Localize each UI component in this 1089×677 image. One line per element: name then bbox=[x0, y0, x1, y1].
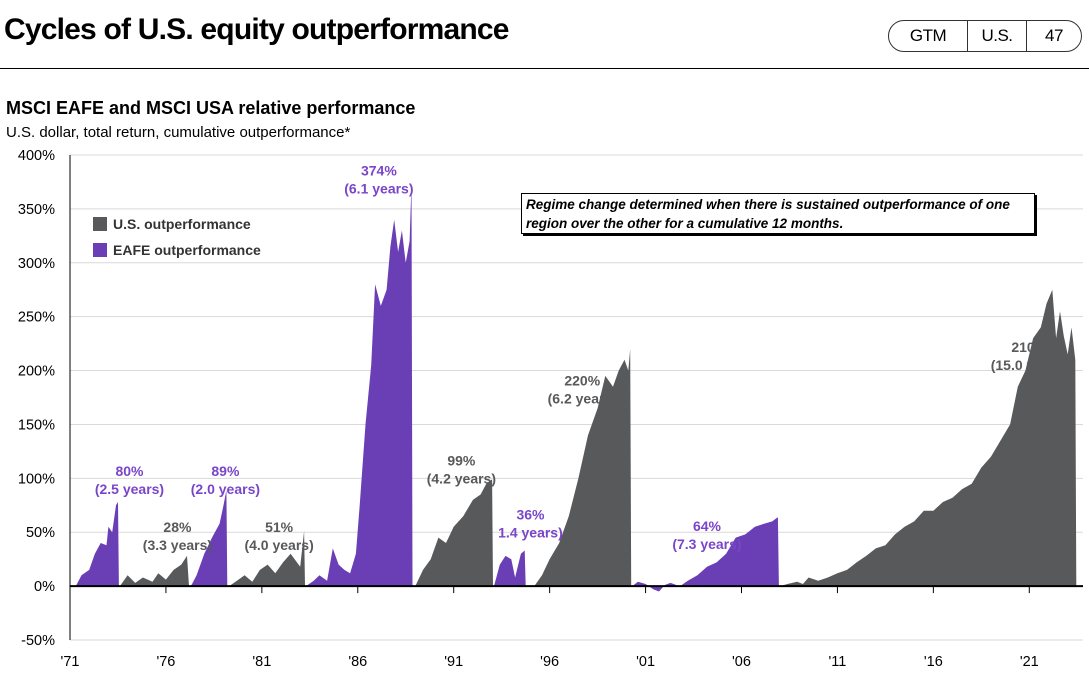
annotation-duration: (6.2 years) bbox=[548, 391, 617, 407]
us-legend-label: U.S. outperformance bbox=[113, 216, 251, 232]
y-tick-label: 50% bbox=[26, 525, 55, 541]
annotation-value: 28% bbox=[163, 519, 192, 535]
annotation-duration: (4.2 years) bbox=[427, 470, 496, 486]
page-title: Cycles of U.S. equity outperformance bbox=[4, 13, 509, 46]
x-tick-label: '86 bbox=[348, 654, 367, 670]
y-tick-label: 250% bbox=[18, 310, 55, 326]
eafe-outperformance-area bbox=[190, 490, 228, 587]
regime-note: Regime change determined when there is s… bbox=[521, 193, 1035, 234]
annotation-value: 220% bbox=[564, 373, 600, 389]
annotation-value: 51% bbox=[265, 519, 294, 535]
y-tick-label: 400% bbox=[18, 148, 55, 164]
us-outperformance-area bbox=[229, 531, 305, 587]
chart-subtitle: U.S. dollar, total return, cumulative ou… bbox=[6, 124, 351, 141]
chart-title: MSCI EAFE and MSCI USA relative performa… bbox=[6, 98, 416, 118]
badge-region: U.S. bbox=[968, 21, 1027, 51]
x-tick-label: '01 bbox=[636, 654, 655, 670]
gtm-page-badge: GTM U.S. 47 bbox=[888, 20, 1082, 52]
y-tick-label: 350% bbox=[18, 202, 55, 218]
x-tick-label: '76 bbox=[156, 654, 175, 670]
y-tick-label: 100% bbox=[18, 471, 55, 487]
eafe-legend-label: EAFE outperformance bbox=[113, 242, 261, 258]
x-tick-label: '21 bbox=[1020, 654, 1039, 670]
y-tick-label: 0% bbox=[34, 579, 55, 595]
x-tick-label: '16 bbox=[924, 654, 943, 670]
y-tick-label: 300% bbox=[18, 256, 55, 272]
annotation-duration: (4.0 years) bbox=[244, 537, 313, 553]
annotation-duration: (2.5 years) bbox=[95, 481, 164, 497]
annotation-value: 80% bbox=[115, 463, 144, 479]
us-outperformance-area bbox=[534, 349, 632, 587]
eafe-outperformance-area bbox=[306, 183, 413, 587]
us-legend-swatch bbox=[93, 217, 107, 231]
annotation-value: 36% bbox=[516, 506, 545, 522]
annotation-duration: (2.0 years) bbox=[191, 481, 260, 497]
x-tick-label: '11 bbox=[829, 654, 847, 670]
annotation-value: 374% bbox=[361, 162, 397, 178]
eafe-outperformance-area bbox=[680, 517, 779, 587]
title-divider bbox=[0, 68, 1089, 69]
annotation-duration: (6.1 years) bbox=[344, 180, 413, 196]
y-tick-label: 150% bbox=[18, 417, 55, 433]
annotation-value: 64% bbox=[693, 518, 722, 534]
x-tick-label: '06 bbox=[732, 654, 751, 670]
annotation-value: 210% bbox=[1011, 339, 1047, 355]
x-tick-label: '91 bbox=[444, 654, 463, 670]
us-outperformance-area bbox=[415, 479, 493, 587]
y-tick-label: 200% bbox=[18, 364, 55, 380]
annotation-value: 99% bbox=[447, 452, 476, 468]
eafe-outperformance-area bbox=[75, 502, 119, 587]
annotation-value: 89% bbox=[211, 463, 240, 479]
x-tick-label: '96 bbox=[540, 654, 559, 670]
us-outperformance-area bbox=[119, 555, 189, 587]
annotation-duration: (7.3 years) bbox=[672, 536, 741, 552]
x-tick-label: '81 bbox=[252, 654, 271, 670]
y-tick-label: -50% bbox=[21, 633, 55, 649]
eafe-outperformance-area bbox=[494, 550, 526, 587]
us-outperformance-area bbox=[779, 289, 1077, 587]
annotation-duration: (15.0 years) bbox=[991, 357, 1068, 373]
x-tick-label: '71 bbox=[61, 654, 80, 670]
annotation-duration: (3.3 years) bbox=[143, 537, 212, 553]
eafe-legend-swatch bbox=[93, 243, 107, 257]
annotation-duration: 1.4 years) bbox=[498, 524, 563, 540]
badge-guide: GTM bbox=[889, 21, 968, 51]
badge-page-number: 47 bbox=[1045, 26, 1063, 45]
